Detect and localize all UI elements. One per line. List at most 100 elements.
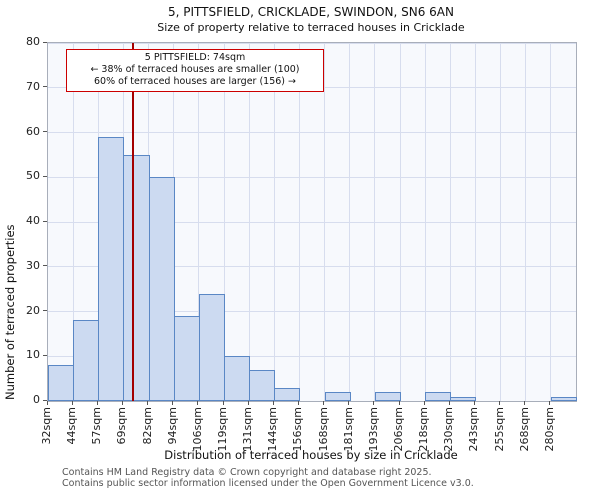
gridline-horizontal (48, 132, 576, 133)
x-tick-label: 44sqm (65, 407, 79, 445)
y-tick-label: 0 (33, 393, 40, 406)
y-tick-label: 30 (26, 258, 40, 272)
x-tick-mark (398, 401, 400, 405)
bar-218sqm (425, 392, 452, 401)
gridline-vertical (349, 43, 351, 401)
gridline-vertical (198, 43, 200, 401)
gridline-vertical (374, 43, 376, 401)
x-tick-mark (323, 401, 325, 405)
x-tick-mark (423, 401, 425, 405)
y-tick-mark (43, 220, 47, 222)
plot-area: 5 PITTSFIELD: 74sqm ← 38% of terraced ho… (47, 42, 577, 402)
x-tick-label: 94sqm (165, 407, 179, 445)
x-tick-label: 280sqm (542, 407, 556, 452)
footer-line-2: Contains public sector information licen… (62, 478, 474, 490)
footer-line-1: Contains HM Land Registry data © Crown c… (62, 467, 432, 478)
gridline-vertical (324, 43, 326, 401)
annotation-line-1: 5 PITTSFIELD: 74sqm (144, 52, 246, 63)
bar-230sqm (450, 396, 477, 401)
bar-82sqm (148, 177, 175, 401)
gridline-vertical (424, 43, 426, 401)
y-tick-label: 70 (26, 79, 40, 93)
footer: Contains HM Land Registry data © Crown c… (62, 467, 474, 490)
x-tick-mark (549, 401, 551, 405)
x-tick-mark (348, 401, 350, 405)
x-tick-label: 156sqm (291, 407, 305, 452)
bar-44sqm (73, 320, 100, 401)
y-tick-mark (43, 175, 47, 177)
y-tick-label: 50 (26, 169, 40, 183)
x-tick-label: 106sqm (190, 407, 204, 452)
bar-193sqm (374, 392, 401, 401)
annotation-line-2: ← 38% of terraced houses are smaller (10… (90, 64, 300, 76)
bar-131sqm (249, 369, 276, 401)
x-tick-mark (448, 401, 450, 405)
bar-32sqm (48, 365, 75, 401)
x-tick-label: 268sqm (517, 407, 531, 452)
x-tick-mark (247, 401, 249, 405)
x-tick-mark (197, 401, 199, 405)
gridline-vertical (500, 43, 502, 401)
gridline-vertical (474, 43, 476, 401)
gridline-horizontal (48, 176, 576, 178)
gridline-vertical (550, 43, 552, 401)
chart-subtitle: Size of property relative to terraced ho… (157, 21, 465, 34)
gridline-horizontal (48, 42, 576, 44)
property-size-marker-line (132, 43, 134, 401)
x-tick-label: 144sqm (266, 407, 280, 452)
x-axis-label: Distribution of terraced houses by size … (164, 448, 458, 462)
x-tick-label: 181sqm (341, 407, 355, 452)
x-tick-label: 69sqm (115, 407, 129, 445)
annotation-line-3: 60% of terraced houses are larger (156) … (94, 76, 296, 88)
y-tick-mark (43, 399, 47, 401)
x-tick-mark (499, 401, 501, 405)
x-tick-label: 243sqm (467, 407, 481, 452)
x-tick-label: 193sqm (366, 407, 380, 452)
marker-annotation-box: 5 PITTSFIELD: 74sqm ← 38% of terraced ho… (66, 49, 324, 93)
x-tick-mark (46, 401, 48, 405)
gridline-vertical (273, 43, 275, 401)
y-tick-mark (43, 265, 47, 267)
gridline-horizontal (48, 311, 576, 312)
x-tick-label: 131sqm (241, 407, 255, 452)
bar-144sqm (274, 387, 301, 401)
y-tick-mark (43, 310, 47, 311)
y-tick-mark (43, 86, 47, 88)
bar-119sqm (224, 356, 251, 401)
gridline-vertical (449, 43, 451, 401)
y-tick-mark (43, 41, 47, 43)
gridline-horizontal (48, 355, 576, 357)
y-tick-label: 60 (26, 124, 40, 138)
gridline-vertical (248, 43, 250, 401)
y-tick-mark (43, 131, 47, 132)
gridline-vertical (525, 43, 527, 401)
gridline-vertical (298, 43, 300, 401)
x-tick-label: 230sqm (442, 407, 456, 452)
x-tick-label: 119sqm (216, 407, 229, 452)
bar-168sqm (324, 392, 351, 401)
gridline-horizontal (48, 266, 576, 268)
x-tick-label: 206sqm (392, 407, 405, 452)
chart-title: 5, PITTSFIELD, CRICKLADE, SWINDON, SN6 6… (168, 5, 454, 19)
y-tick-label: 20 (26, 303, 40, 317)
x-tick-mark (96, 401, 98, 405)
bar-57sqm (98, 136, 125, 401)
x-tick-mark (272, 401, 274, 405)
x-tick-mark (297, 401, 299, 405)
x-tick-mark (373, 401, 375, 405)
gridline-vertical (223, 43, 225, 401)
x-tick-mark (172, 401, 174, 405)
x-tick-label: 255sqm (492, 407, 506, 452)
gridline-vertical (72, 43, 74, 401)
x-tick-label: 82sqm (140, 407, 154, 445)
x-tick-mark (524, 401, 526, 405)
x-tick-mark (473, 401, 475, 405)
x-tick-label: 168sqm (316, 407, 330, 452)
y-tick-label: 40 (26, 214, 40, 227)
bar-280sqm (550, 396, 577, 401)
bar-94sqm (173, 315, 200, 401)
y-tick-label: 10 (26, 348, 40, 362)
y-tick-mark (43, 354, 47, 356)
gridline-horizontal (48, 221, 576, 223)
